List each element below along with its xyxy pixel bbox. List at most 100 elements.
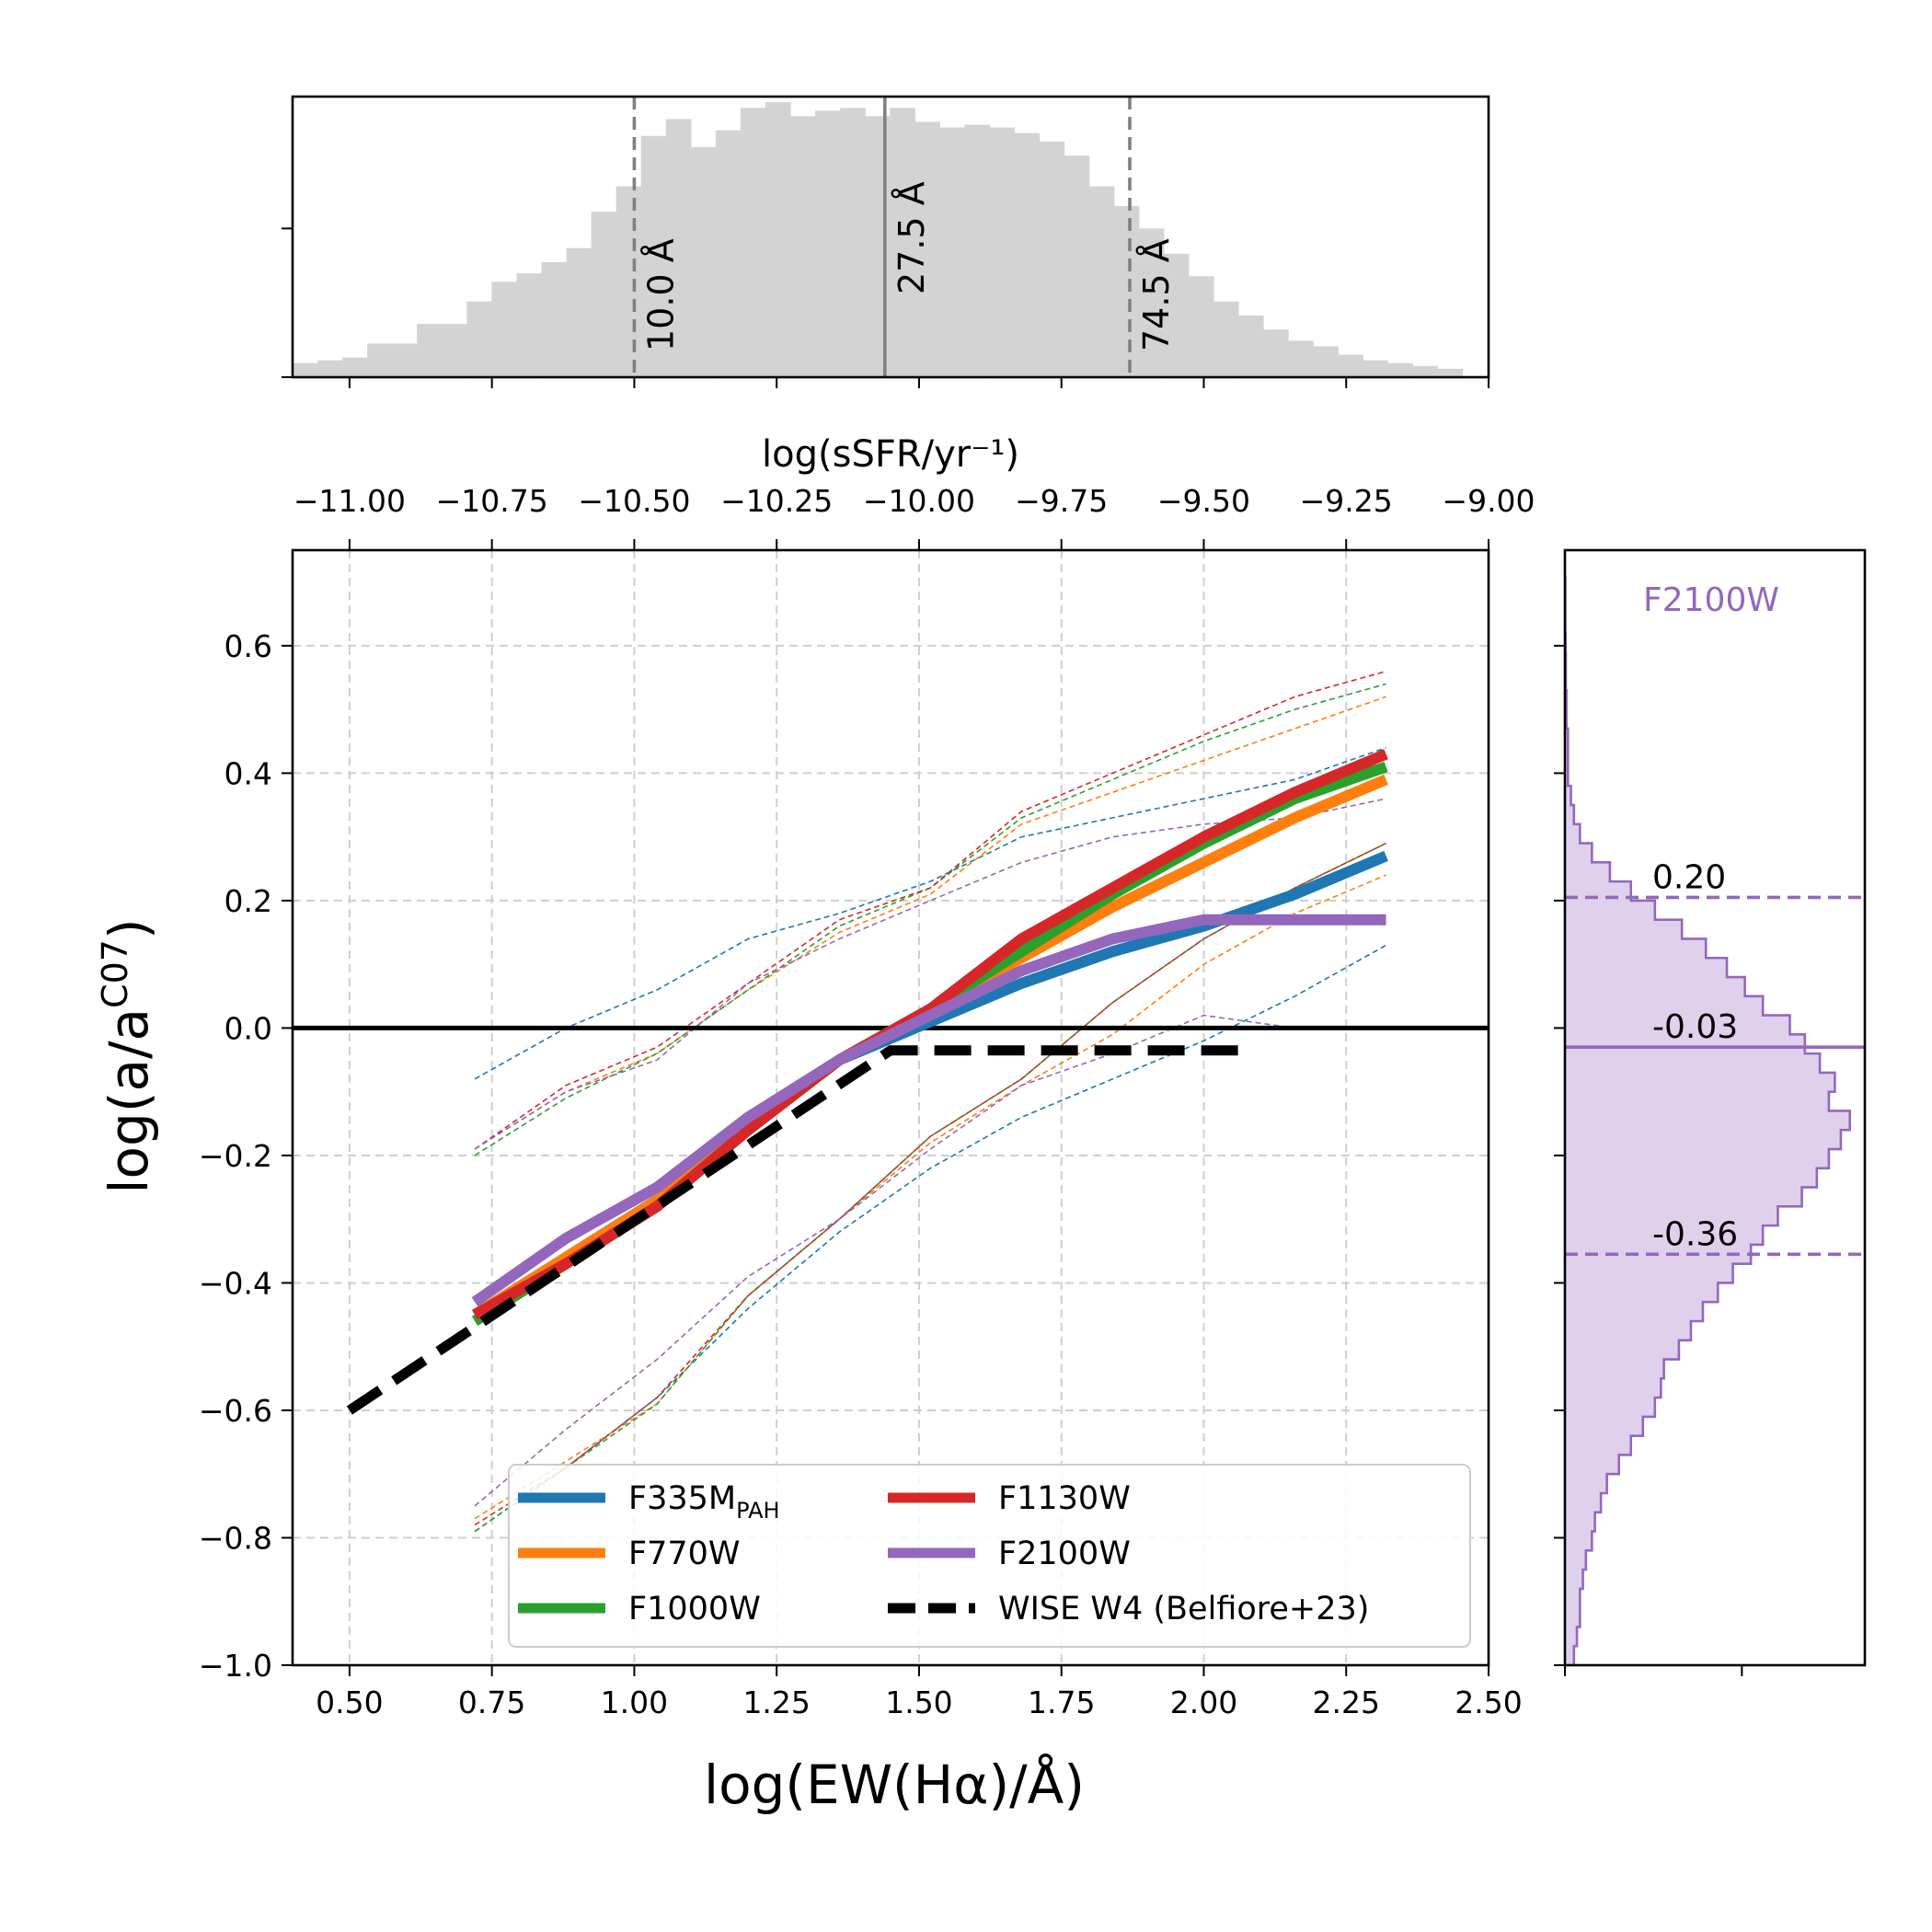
top-histogram-bars <box>293 102 1464 377</box>
top-histogram-frame <box>291 95 1490 379</box>
y-axis-label: log(a/aC07) <box>95 918 160 1193</box>
top-histogram-bar <box>715 130 742 377</box>
top-reference-label: 27.5 Å <box>891 181 932 294</box>
x-tick-label: 2.00 <box>1170 1685 1237 1720</box>
y-tick-label: −0.4 <box>199 1265 272 1301</box>
y-tick-label: 0.6 <box>224 628 272 664</box>
top-histogram-bar <box>914 121 940 377</box>
x-tick-label: 2.50 <box>1455 1685 1522 1720</box>
top-histogram-bar <box>1163 253 1190 377</box>
x-tick-label: 1.25 <box>742 1685 810 1720</box>
top-histogram-bar <box>317 360 343 377</box>
ssfr-tick-label: −10.75 <box>436 483 548 519</box>
x-tick-label: 0.75 <box>458 1685 525 1720</box>
top-histogram-bar <box>1338 354 1363 377</box>
series-envelope-line <box>474 1014 1386 1507</box>
top-histogram-bar <box>491 282 518 377</box>
y-tick-label: 0.0 <box>224 1010 272 1046</box>
main-plot-frame <box>291 548 1490 1667</box>
top-histogram-bar <box>939 127 966 377</box>
legend-label: F1000W <box>628 1591 761 1627</box>
right-histogram-panel: 0.20 -0.03 -0.36 F2100W <box>1554 548 1867 1676</box>
top-histogram-bar <box>890 108 915 377</box>
top-histogram-bar <box>392 343 418 377</box>
right-histogram <box>1565 575 1851 1665</box>
top-histogram-bar <box>865 116 891 377</box>
top-histogram-bar <box>1288 340 1314 377</box>
main-series-lines <box>293 670 1489 1533</box>
ssfr-tick-label: −9.25 <box>1300 483 1393 519</box>
top-histogram-bar <box>690 146 717 377</box>
top-histogram-bar <box>840 108 866 377</box>
legend-label: F770W <box>628 1535 741 1572</box>
legend-label: F335MPAH <box>628 1480 780 1524</box>
wise-w4-reference-line <box>346 1045 1249 1415</box>
top-histogram-bar <box>293 362 318 377</box>
y-tick-label: 0.4 <box>224 755 272 791</box>
top-histogram-bar <box>342 357 368 377</box>
x-tick-label: 1.00 <box>601 1685 668 1720</box>
top-histogram-bar <box>1412 365 1439 377</box>
legend-label: F1130W <box>998 1480 1131 1517</box>
right-reference-label: 0.20 <box>1652 858 1726 896</box>
right-histogram-reference-lines: 0.20 -0.03 -0.36 <box>1565 858 1865 1257</box>
top-histogram-bar <box>367 343 393 377</box>
top-histogram-bar <box>1387 362 1413 377</box>
legend-label: F2100W <box>998 1535 1131 1572</box>
ssfr-tick-label: −10.00 <box>863 483 975 519</box>
legend-label: WISE W4 (Belfiore+23) <box>998 1591 1369 1627</box>
ssfr-tick-label: −11.00 <box>293 483 406 519</box>
top-histogram-bar <box>1138 228 1165 377</box>
ssfr-tick-label: −9.50 <box>1157 483 1250 519</box>
top-histogram-reference-lines: 10.0 Å 27.5 Å 74.5 Å <box>632 97 1177 377</box>
ssfr-axis-label: log(sSFR/yr⁻¹) <box>762 433 1019 476</box>
top-histogram-bar <box>964 124 991 377</box>
top-histogram-bar <box>466 301 493 377</box>
right-histogram-fill <box>1565 575 1850 1665</box>
main-axis-ticks: 0.50 0.75 1.00 1.25 1.50 1.75 2.00 2.25 2.50 −1.0… <box>199 628 1523 1720</box>
series-envelope-line <box>474 746 1386 1080</box>
top-histogram-bar <box>591 212 617 377</box>
x-tick-label: 1.75 <box>1028 1685 1095 1720</box>
top-histogram-bar <box>516 273 543 377</box>
top-histogram-bar <box>1039 141 1065 377</box>
series-envelope-line <box>474 874 1386 1520</box>
top-histogram-bar <box>790 116 816 377</box>
top-histogram-bar <box>1363 360 1388 377</box>
y-tick-label: 0.2 <box>224 883 272 919</box>
right-histogram-title: F2100W <box>1643 581 1779 619</box>
x-tick-label: 0.50 <box>316 1685 383 1720</box>
top-histogram-bar <box>442 324 467 377</box>
ssfr-tick-label: −10.50 <box>578 483 690 519</box>
right-histogram-outline <box>1565 575 1851 1665</box>
series-envelope-line <box>474 798 1386 1150</box>
top-histogram-bar <box>1263 329 1289 377</box>
top-histogram-bar <box>566 247 592 377</box>
series-line <box>471 914 1386 1307</box>
ssfr-axis: −11.00 −10.75 −10.50 −10.25 −10.00 −9.75 −9.50… <box>293 483 1535 550</box>
top-histogram-bar <box>1437 368 1464 377</box>
top-histogram-bar <box>1064 155 1090 377</box>
top-histogram-bar <box>1188 276 1214 377</box>
x-tick-label: 2.25 <box>1312 1685 1379 1720</box>
top-histogram-bar <box>615 186 642 377</box>
top-histogram-bar <box>541 261 568 377</box>
ssfr-tick-label: −10.25 <box>720 483 833 519</box>
y-tick-label: −0.6 <box>199 1393 272 1429</box>
series-envelope-line <box>474 683 1386 1156</box>
legend-box <box>508 1464 1471 1648</box>
top-histogram-bar <box>1313 346 1339 377</box>
ssfr-tick-label: −9.00 <box>1442 483 1535 519</box>
top-reference-label: 10.0 Å <box>640 238 681 351</box>
top-histogram-ticks <box>282 227 1489 388</box>
top-histogram-bar <box>1088 186 1115 377</box>
series-envelope-line <box>474 842 1386 1526</box>
ssfr-tick-label: −9.75 <box>1015 483 1108 519</box>
right-reference-label: -0.36 <box>1652 1215 1738 1253</box>
series-envelope-line <box>474 842 1386 1533</box>
top-histogram-bar <box>1113 205 1140 377</box>
top-histogram-bar <box>1014 132 1041 377</box>
right-histogram-ticks <box>1554 644 1743 1676</box>
top-reference-label: 74.5 Å <box>1136 238 1177 351</box>
